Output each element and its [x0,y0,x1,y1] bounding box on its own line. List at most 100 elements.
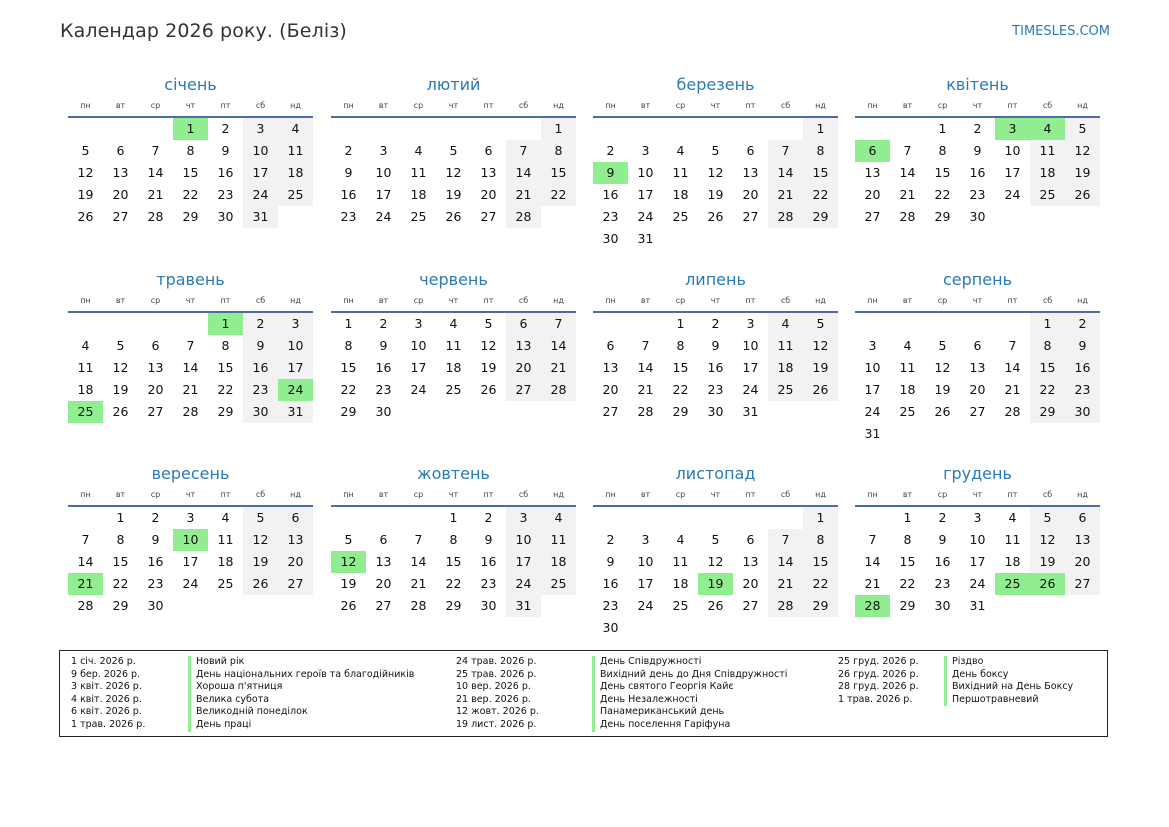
day-cell: 14 [147,165,164,180]
holiday-dates-col-3: 25 груд. 2026 р. 26 груд. 2026 р. 28 груд.… [838,656,919,706]
week-row: 29 30 [331,401,576,423]
day-cell: 11 [899,360,916,375]
day-cell: 8 [221,338,230,353]
day-cell: 10 [278,335,313,357]
day-cell: 3 [868,338,877,353]
day-cell-empty [628,507,663,529]
month-2: лютий пн вт ср чт пт сб нд 1 2 3 4 5 6 7 8 9 10 11 12 13 14 15… [331,72,576,228]
week-row: 10 11 12 13 14 15 16 [855,357,1100,379]
day-cell: 15 [182,165,199,180]
day-cell: 21 [768,573,803,595]
day-cell: 9 [243,335,278,357]
weekday-label: пн [80,296,91,305]
week-row: 13 14 15 16 17 18 19 [855,162,1100,184]
weekday-header: пн вт ср чт пт сб нд [593,487,838,507]
weekday-label: нд [815,490,826,499]
weekday-label: сб [255,101,266,110]
weekday-header: пн вт ср чт пт сб нд [593,98,838,118]
week-row: 24 25 26 27 28 29 30 [855,401,1100,423]
day-cell: 8 [803,140,838,162]
day-cell: 28 [541,379,576,401]
day-cell: 2 [484,510,493,525]
day-cell: 3 [278,313,313,335]
week-row: 14 15 16 17 18 19 20 [855,551,1100,573]
day-cell: 20 [147,382,164,397]
weekday-label: чт [972,101,983,110]
day-cell: 27 [375,598,392,613]
day-cell: 12 [112,360,129,375]
day-cell: 24 [637,598,654,613]
day-cell: 18 [217,554,234,569]
day-cell-empty [925,423,960,445]
day-cell: 14 [506,162,541,184]
day-cell: 17 [506,551,541,573]
day-cell-empty [1065,595,1100,617]
day-cell: 26 [707,209,724,224]
weekday-label: сб [780,101,791,110]
holiday-name: Новий рік [188,656,414,669]
day-cell: 15 [899,554,916,569]
day-cell: 4 [676,532,685,547]
day-cell: 13 [375,554,392,569]
day-cell: 16 [375,360,392,375]
day-cell: 18 [445,360,462,375]
day-cell: 27 [864,209,881,224]
day-cell-empty [1030,206,1065,228]
day-cell: 4 [1030,118,1065,140]
month-name: вересень [151,464,230,483]
day-cell: 13 [506,335,541,357]
day-cell-empty [331,507,366,529]
day-cell-empty [925,313,960,335]
day-cell-empty [68,313,103,335]
holiday-date: 6 квіт. 2026 р. [71,706,142,718]
month-8: серпень пн вт ср чт пт сб нд 1 2 3 4 5 6 7 8 9 10 11 12 13 14… [855,267,1100,445]
day-cell: 10 [173,529,208,551]
day-cell-empty [506,118,541,140]
day-cell: 12 [707,554,724,569]
day-cell: 8 [676,338,685,353]
day-cell-empty [471,401,506,423]
weekday-header: пн вт ср чт пт сб нд [68,487,313,507]
day-cell: 23 [602,598,619,613]
weekday-label: пт [483,490,494,499]
day-cell: 20 [112,187,129,202]
day-cell-empty [855,507,890,529]
day-cell-empty [663,228,698,250]
day-cell: 7 [151,143,160,158]
weekday-label: вт [115,296,126,305]
day-cell: 20 [864,187,881,202]
weekday-label: нд [1077,296,1088,305]
day-cell: 25 [217,576,234,591]
day-cell: 20 [1065,551,1100,573]
site-link[interactable]: TIMESLES.COM [1012,24,1110,39]
day-cell: 10 [742,338,759,353]
day-cell: 13 [864,165,881,180]
holiday-names-col-1: Новий рік День національних героїв та бла… [188,656,414,732]
day-cell: 19 [803,357,838,379]
week-row: 9 10 11 12 13 14 15 [331,162,576,184]
day-cell: 15 [1030,357,1065,379]
day-cell: 2 [344,143,353,158]
day-cell: 23 [243,379,278,401]
weekday-label: сб [255,296,266,305]
day-cell: 16 [243,357,278,379]
weekday-label: сб [780,296,791,305]
day-cell: 22 [112,576,129,591]
holiday-date: 1 січ. 2026 р. [71,656,136,667]
day-cell: 27 [506,379,541,401]
weekday-label: ср [413,490,424,499]
week-row: 4 5 6 7 8 9 10 [68,335,313,357]
day-cell: 2 [606,532,615,547]
day-cell: 17 [410,360,427,375]
day-cell: 24 [410,382,427,397]
day-cell: 6 [746,532,755,547]
day-cell: 1 [676,316,685,331]
week-row: 19 20 21 22 23 24 25 [331,573,576,595]
weekday-label: нд [1077,490,1088,499]
day-cell: 17 [243,162,278,184]
day-cell: 30 [243,401,278,423]
day-cell-empty [733,507,768,529]
day-cell: 5 [449,143,458,158]
